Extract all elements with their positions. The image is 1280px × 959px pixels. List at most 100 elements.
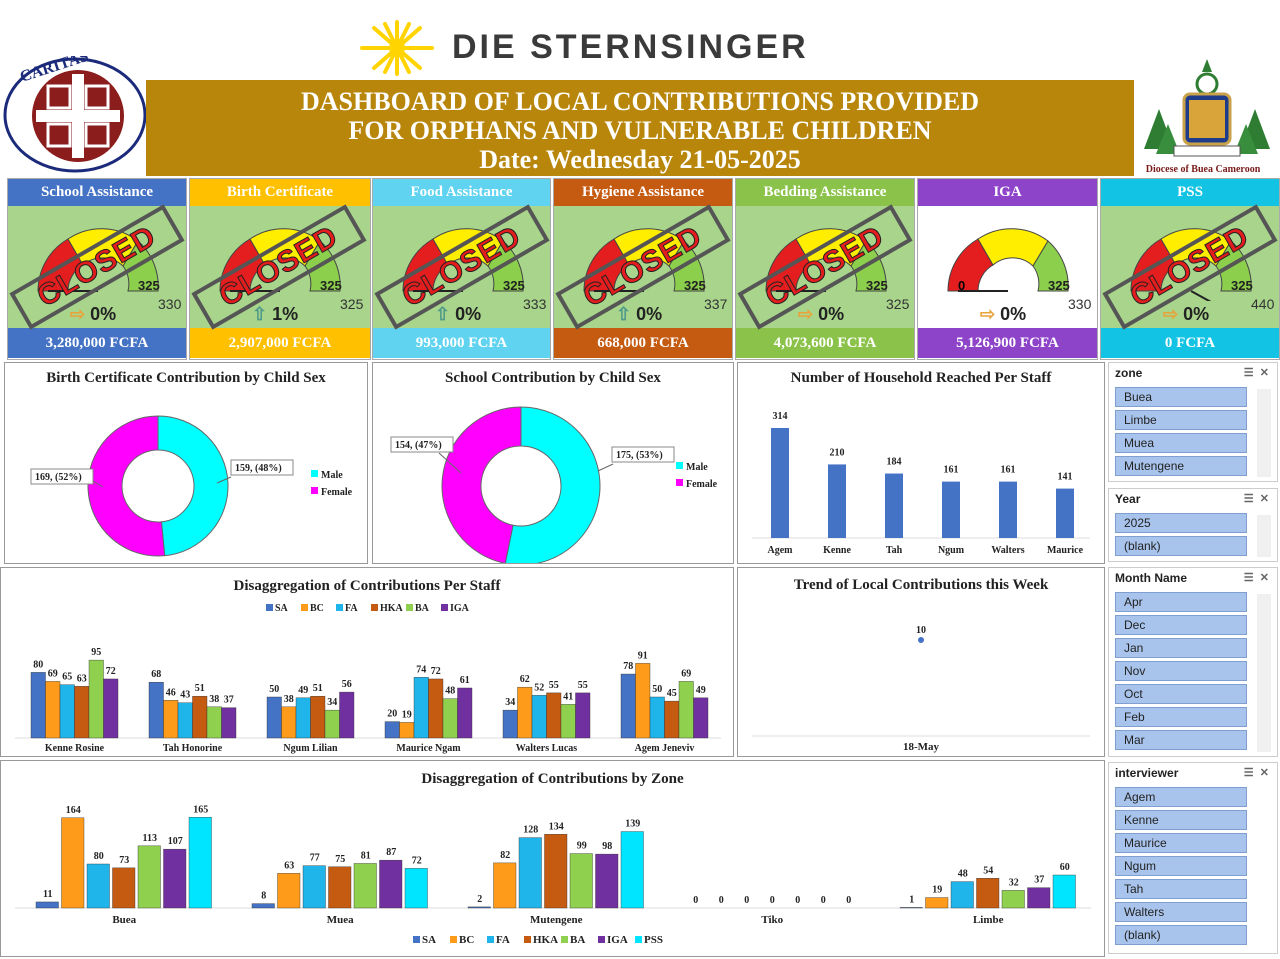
zone-bar-pss	[188, 817, 212, 909]
zone-bar-ba	[353, 863, 377, 909]
legend-ba: BA	[570, 934, 585, 946]
legend-bc: BC	[310, 603, 324, 614]
slicer-item[interactable]: Nov	[1115, 661, 1247, 681]
household-label-ngum: Ngum	[938, 545, 965, 556]
multiselect-icon[interactable]: ☰ ✕	[1243, 572, 1269, 584]
gauge-percent: ⇧ 0%	[435, 304, 481, 325]
slicer-item[interactable]: Maurice	[1115, 833, 1247, 853]
slicer-item[interactable]: Oct	[1115, 684, 1247, 704]
gauge-chart	[583, 228, 705, 292]
zone-value: 99	[577, 841, 587, 852]
gauge-chart	[402, 228, 524, 292]
slicer-item[interactable]: Dec	[1115, 615, 1247, 635]
trend-panel[interactable]: Trend of Local Contributions this Week 1…	[737, 567, 1105, 757]
kpi-card-6[interactable]: PSS 325 440 ⇨ 0% CLOSED 0 FCFA	[1100, 178, 1280, 360]
legend-iga: IGA	[450, 603, 470, 614]
zone-bar-bc	[61, 817, 85, 909]
slicer-header: interviewer ☰ ✕	[1109, 763, 1277, 785]
kpi-card-5[interactable]: IGA 0 325 330 ⇨ 0% 5,126,900 FCFA	[917, 178, 1098, 360]
multiselect-icon[interactable]: ☰ ✕	[1243, 767, 1269, 779]
slicer-item[interactable]: Walters	[1115, 902, 1247, 922]
staff-bar-hka	[546, 692, 562, 739]
staff-bar-sa	[502, 709, 518, 739]
staff-value: 91	[638, 650, 648, 661]
slicer-scrollbar[interactable]	[1257, 594, 1271, 752]
school-sex-donut: 175, (53%) 154, (47%) Male Female	[390, 406, 718, 563]
kpi-gauge-area: 325 333 ⇧ 0% CLOSED	[373, 204, 550, 330]
gauge-percent: ⇨ 0%	[980, 304, 1026, 325]
zone-bar-sa	[899, 907, 923, 909]
gauge-target: 325	[503, 278, 525, 293]
zone-bar-ba	[137, 845, 161, 909]
zone-value: 0	[693, 895, 698, 906]
multiselect-icon[interactable]: ☰ ✕	[1243, 493, 1269, 505]
staff-bar-fa	[649, 696, 665, 739]
zone-category-label: Muea	[327, 914, 354, 926]
slicer-item[interactable]: Apr	[1115, 592, 1247, 612]
kpi-title: Bedding Assistance	[736, 179, 914, 206]
staff-bar-iga	[575, 692, 591, 739]
gauge-target: 325	[1048, 278, 1070, 293]
zone-bar-iga	[379, 859, 403, 909]
legend-swatch-sa	[413, 936, 420, 943]
staff-bar-bc	[517, 686, 533, 739]
slicer-interviewer[interactable]: interviewer ☰ ✕ Agem Kenne Maurice Ngum Tah Wal…	[1108, 762, 1278, 954]
multiselect-icon[interactable]: ☰ ✕	[1243, 367, 1269, 379]
per-staff-panel[interactable]: Disaggregation of Contributions Per Staf…	[0, 567, 734, 757]
kpi-card-3[interactable]: Hygiene Assistance 325 337 ⇧ 0% CLOSED 6…	[553, 178, 733, 360]
kpi-title: School Assistance	[8, 179, 186, 206]
slicer-item[interactable]: Mutengene	[1115, 456, 1247, 476]
zone-bar-ba	[1001, 890, 1025, 909]
female-leader-line	[92, 480, 104, 488]
slicer-item[interactable]: 2025	[1115, 513, 1247, 533]
legend-swatch-female	[676, 479, 683, 486]
staff-bar-iga	[693, 697, 709, 739]
kpi-card-0[interactable]: School Assistance 325 330 ⇨ 0% CLOSED 3,…	[7, 178, 187, 360]
gauge-target: 325	[320, 278, 342, 293]
slicer-scrollbar[interactable]	[1257, 389, 1271, 477]
legend-swatch-hka	[524, 936, 531, 943]
household-panel[interactable]: Number of Household Reached Per Staff 31…	[737, 362, 1105, 564]
staff-category-label: Kenne Rosine	[45, 743, 105, 754]
staff-category-label: Agem Jeneviv	[635, 743, 695, 754]
legend-swatch-male	[676, 462, 683, 469]
zone-value: 77	[310, 853, 320, 864]
slicer-item[interactable]: Buea	[1115, 387, 1247, 407]
slicer-item[interactable]: Kenne	[1115, 810, 1247, 830]
slicer-item[interactable]: Mar	[1115, 730, 1247, 750]
birth-sex-panel[interactable]: Birth Certificate Contribution by Child …	[4, 362, 368, 564]
staff-value: 74	[416, 664, 426, 675]
staff-value: 68	[151, 669, 161, 680]
staff-bar-sa	[384, 721, 400, 739]
slicer-scrollbar[interactable]	[1257, 515, 1271, 557]
slicer-item[interactable]: Jan	[1115, 638, 1247, 658]
slicer-item[interactable]: Agem	[1115, 787, 1247, 807]
slicer-month-name[interactable]: Month Name ☰ ✕ Apr Dec Jan Nov Oct Feb Mar	[1108, 567, 1278, 757]
slicer-zone[interactable]: zone ☰ ✕ Buea Limbe Muea Mutengene	[1108, 362, 1278, 482]
slicer-item[interactable]: Muea	[1115, 433, 1247, 453]
legend-swatch-sa	[266, 604, 273, 611]
trend-chart: 10 18-May	[752, 625, 1090, 753]
school-sex-panel[interactable]: School Contribution by Child Sex 175, (5…	[372, 362, 734, 564]
donut-slice-male	[504, 406, 601, 563]
household-title: Number of Household Reached Per Staff	[790, 370, 1052, 386]
slicer-item[interactable]: Limbe	[1115, 410, 1247, 430]
slicer-item[interactable]: (blank)	[1115, 925, 1247, 945]
slicer-item[interactable]: (blank)	[1115, 536, 1247, 556]
kpi-gauge-area: 0 325 330 ⇨ 0%	[918, 206, 1097, 328]
title-line-1: DASHBOARD OF LOCAL CONTRIBUTIONS PROVIDE…	[300, 87, 980, 116]
donut-slice-male	[157, 415, 229, 557]
slicer-item[interactable]: Tah	[1115, 879, 1247, 899]
household-value-agem: 314	[773, 411, 788, 422]
slicer-item[interactable]: Feb	[1115, 707, 1247, 727]
staff-bar-ba	[678, 681, 694, 739]
zone-value: 63	[284, 860, 294, 871]
kpi-card-1[interactable]: Birth Certificate 325 325 ⇧ 1% CLOSED 2,…	[189, 178, 371, 360]
zone-bar-hka	[112, 867, 136, 909]
slicer-item[interactable]: Ngum	[1115, 856, 1247, 876]
zone-panel[interactable]: Disaggregation of Contributions by Zone …	[0, 760, 1105, 957]
slicer-year[interactable]: Year ☰ ✕ 2025 (blank)	[1108, 488, 1278, 562]
kpi-card-2[interactable]: Food Assistance 325 333 ⇧ 0% CLOSED 993,…	[372, 178, 551, 360]
kpi-card-4[interactable]: Bedding Assistance 325 325 ⇨ 0% CLOSED 4…	[735, 178, 915, 360]
arrow-right-icon: ⇨	[980, 304, 996, 324]
